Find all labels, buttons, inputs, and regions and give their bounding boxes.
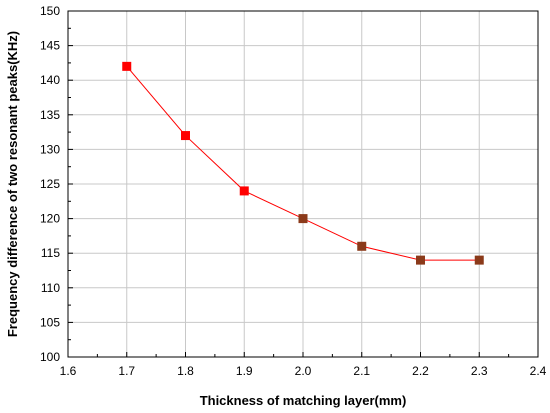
y-tick-label: 105 — [40, 315, 60, 329]
x-tick-label: 2.3 — [471, 364, 488, 378]
data-point-marker — [474, 255, 484, 265]
x-axis-title: Thickness of matching layer(mm) — [200, 393, 407, 408]
x-tick-label: 2.2 — [412, 364, 429, 378]
x-tick-label: 1.7 — [118, 364, 135, 378]
y-tick-label: 110 — [41, 281, 60, 295]
y-axis-title: Frequency difference of two resonant pea… — [5, 31, 20, 337]
grid — [68, 11, 538, 357]
x-tick-label: 2.0 — [295, 364, 312, 378]
y-tick-label: 130 — [40, 142, 60, 156]
y-tick-label: 125 — [40, 177, 60, 191]
x-tick-label: 2.1 — [353, 364, 370, 378]
data-point-marker — [298, 214, 308, 224]
ticks: 1.6 1.7 1.8 1.9 2.0 2.1 2.2 2.3 2.4 100 105 110 115 1… — [40, 4, 547, 378]
data-point-marker — [181, 131, 190, 141]
series — [122, 61, 484, 265]
y-tick-label: 100 — [40, 350, 60, 364]
y-tick-label: 135 — [40, 108, 60, 122]
x-tick-label: 1.6 — [60, 364, 77, 378]
x-tick-label: 2.4 — [530, 364, 547, 378]
x-tick-label: 1.9 — [236, 364, 253, 378]
data-point-marker — [416, 255, 425, 265]
y-tick-label: 115 — [41, 246, 60, 260]
y-tick-label: 140 — [40, 73, 60, 87]
y-tick-label: 150 — [40, 4, 60, 18]
data-point-marker — [357, 241, 367, 251]
y-tick-label: 145 — [40, 39, 60, 53]
data-point-marker — [239, 186, 249, 196]
y-tick-label: 120 — [40, 212, 60, 226]
data-point-marker — [122, 61, 132, 71]
x-tick-label: 1.8 — [177, 364, 194, 378]
